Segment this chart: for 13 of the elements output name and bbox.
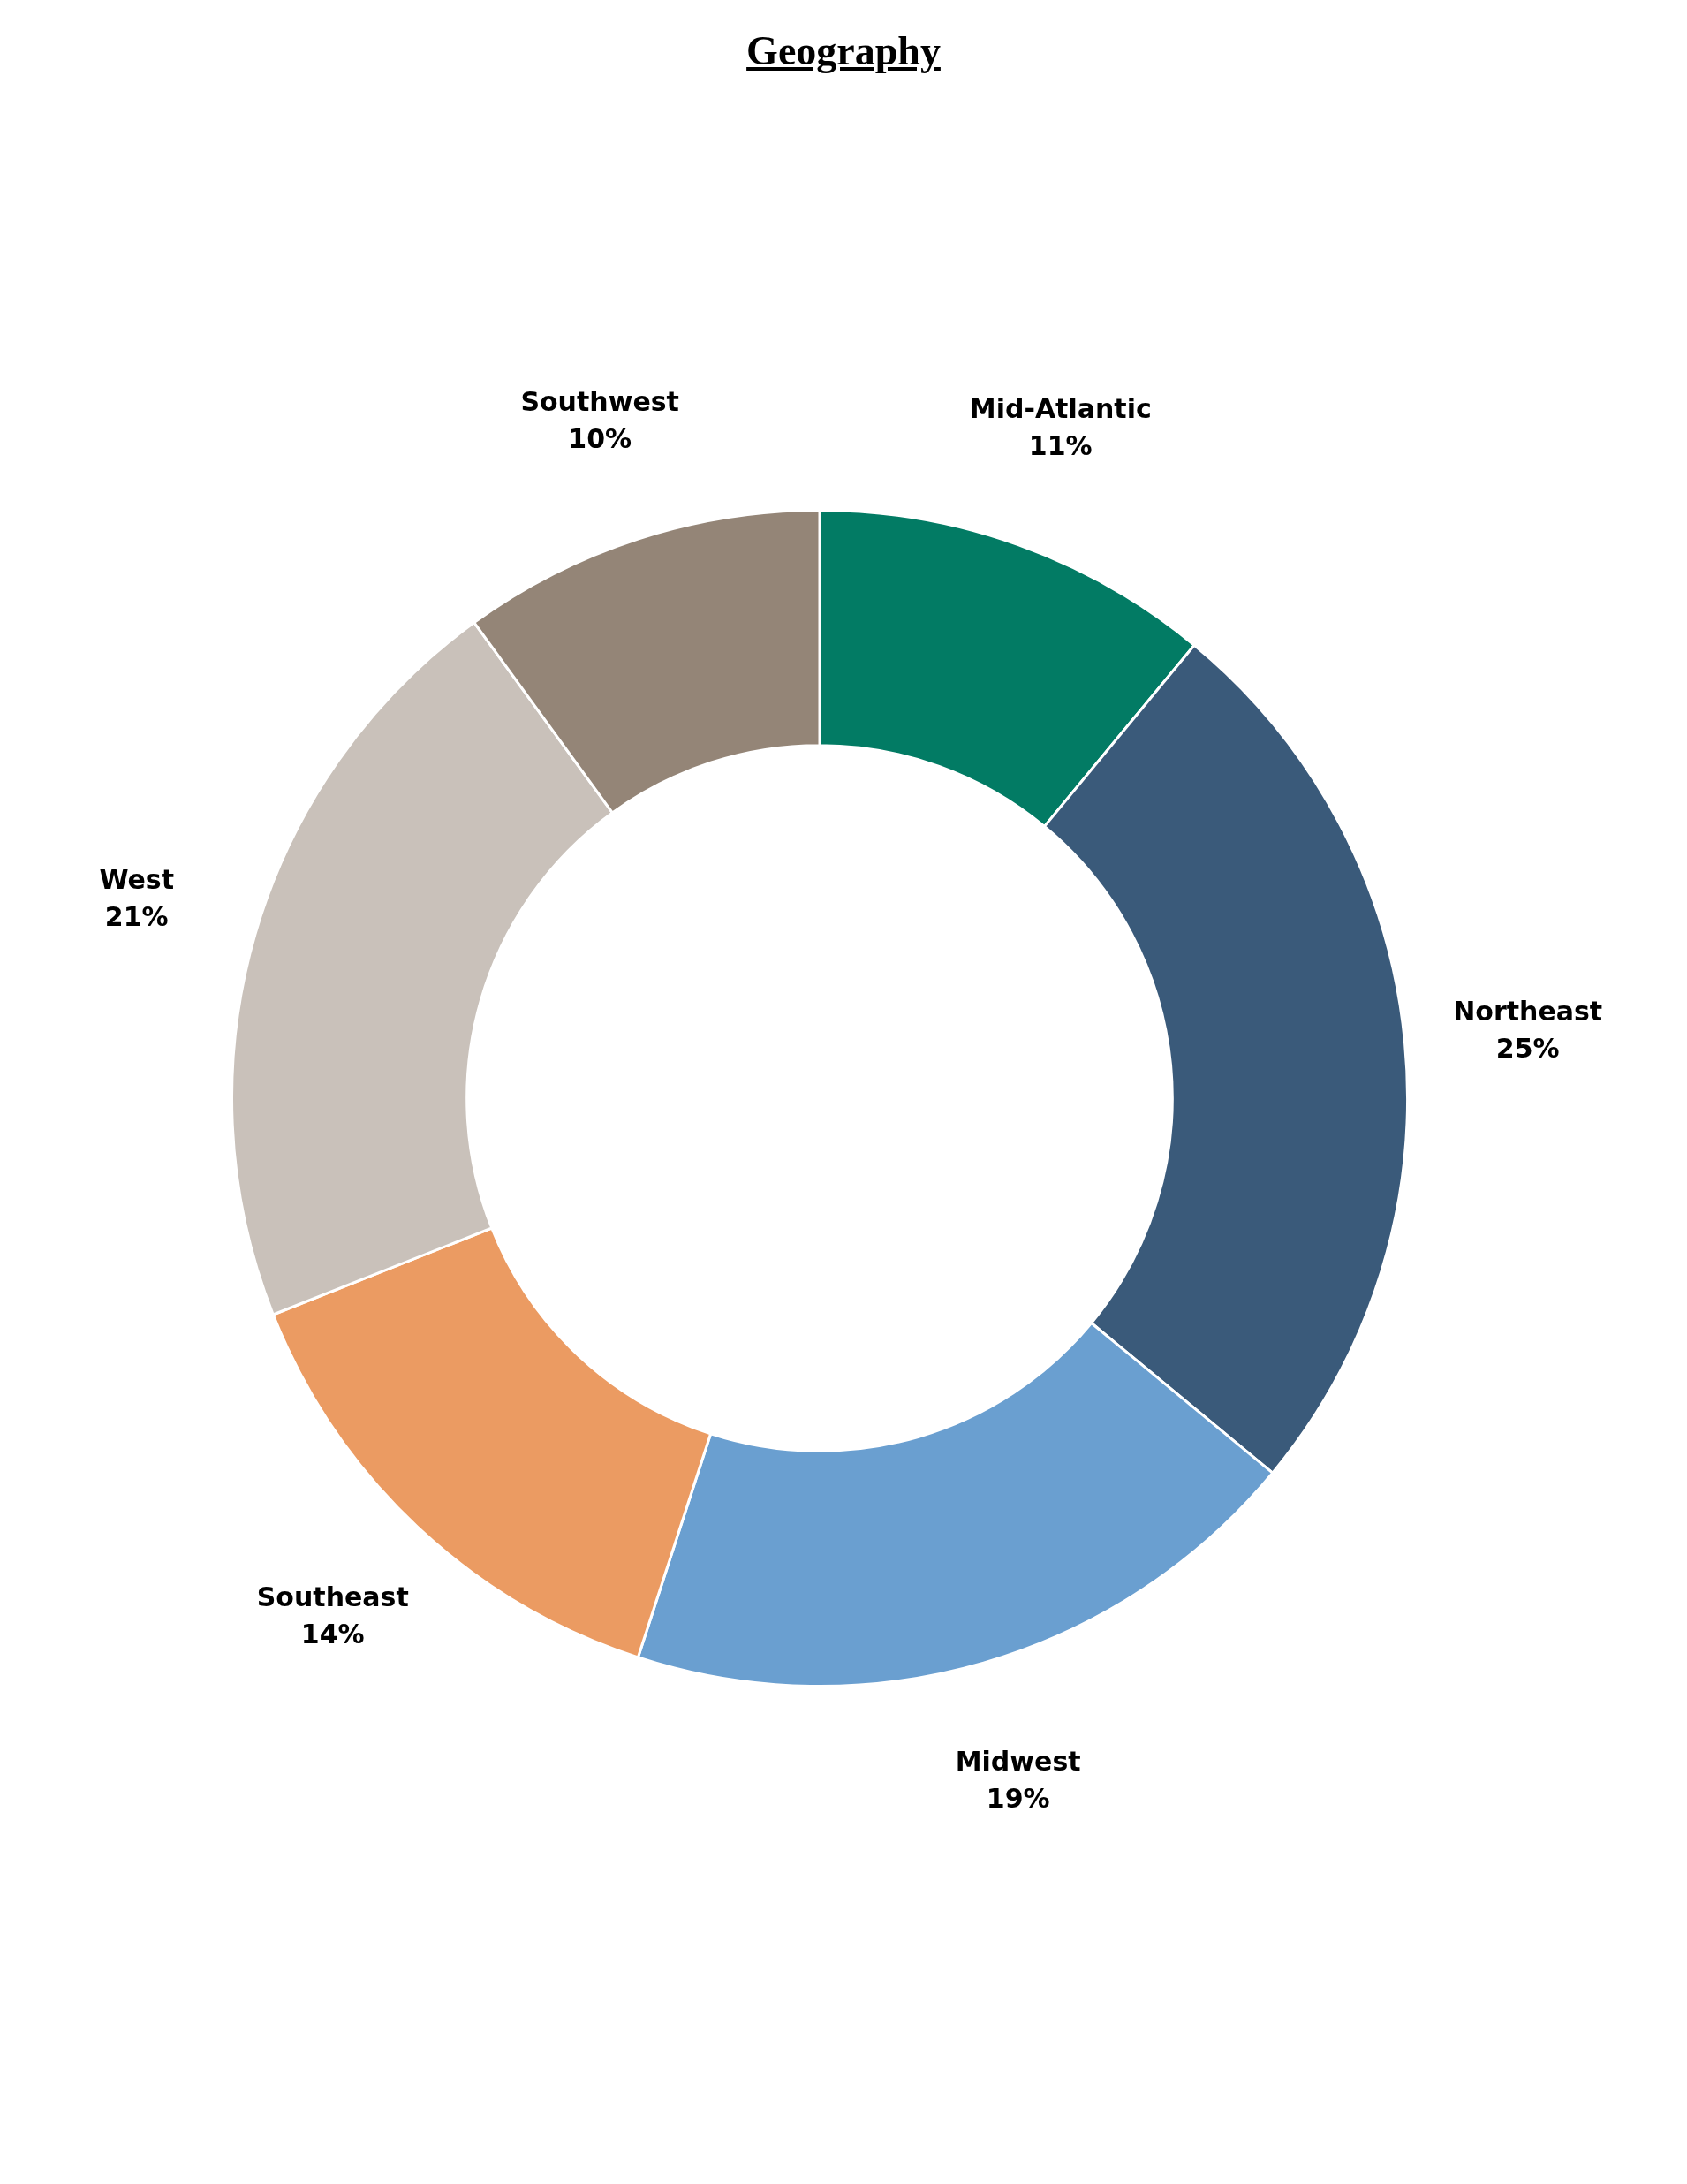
slice-label: West xyxy=(99,864,175,896)
slice-label: Southwest xyxy=(520,385,679,417)
data-label: 19% xyxy=(986,1783,1050,1815)
slice-label: Midwest xyxy=(955,1746,1081,1778)
data-label: 14% xyxy=(300,1618,365,1649)
data-label: 21% xyxy=(104,901,169,933)
slice-label: Northeast xyxy=(1453,996,1603,1028)
data-label: 25% xyxy=(1495,1033,1560,1065)
data-label: 11% xyxy=(1028,430,1093,462)
slice-label: Mid-Atlantic xyxy=(969,393,1152,425)
chart-title: Geography xyxy=(745,27,942,75)
slice-label: Southeast xyxy=(256,1581,409,1612)
data-label: 10% xyxy=(568,422,632,454)
